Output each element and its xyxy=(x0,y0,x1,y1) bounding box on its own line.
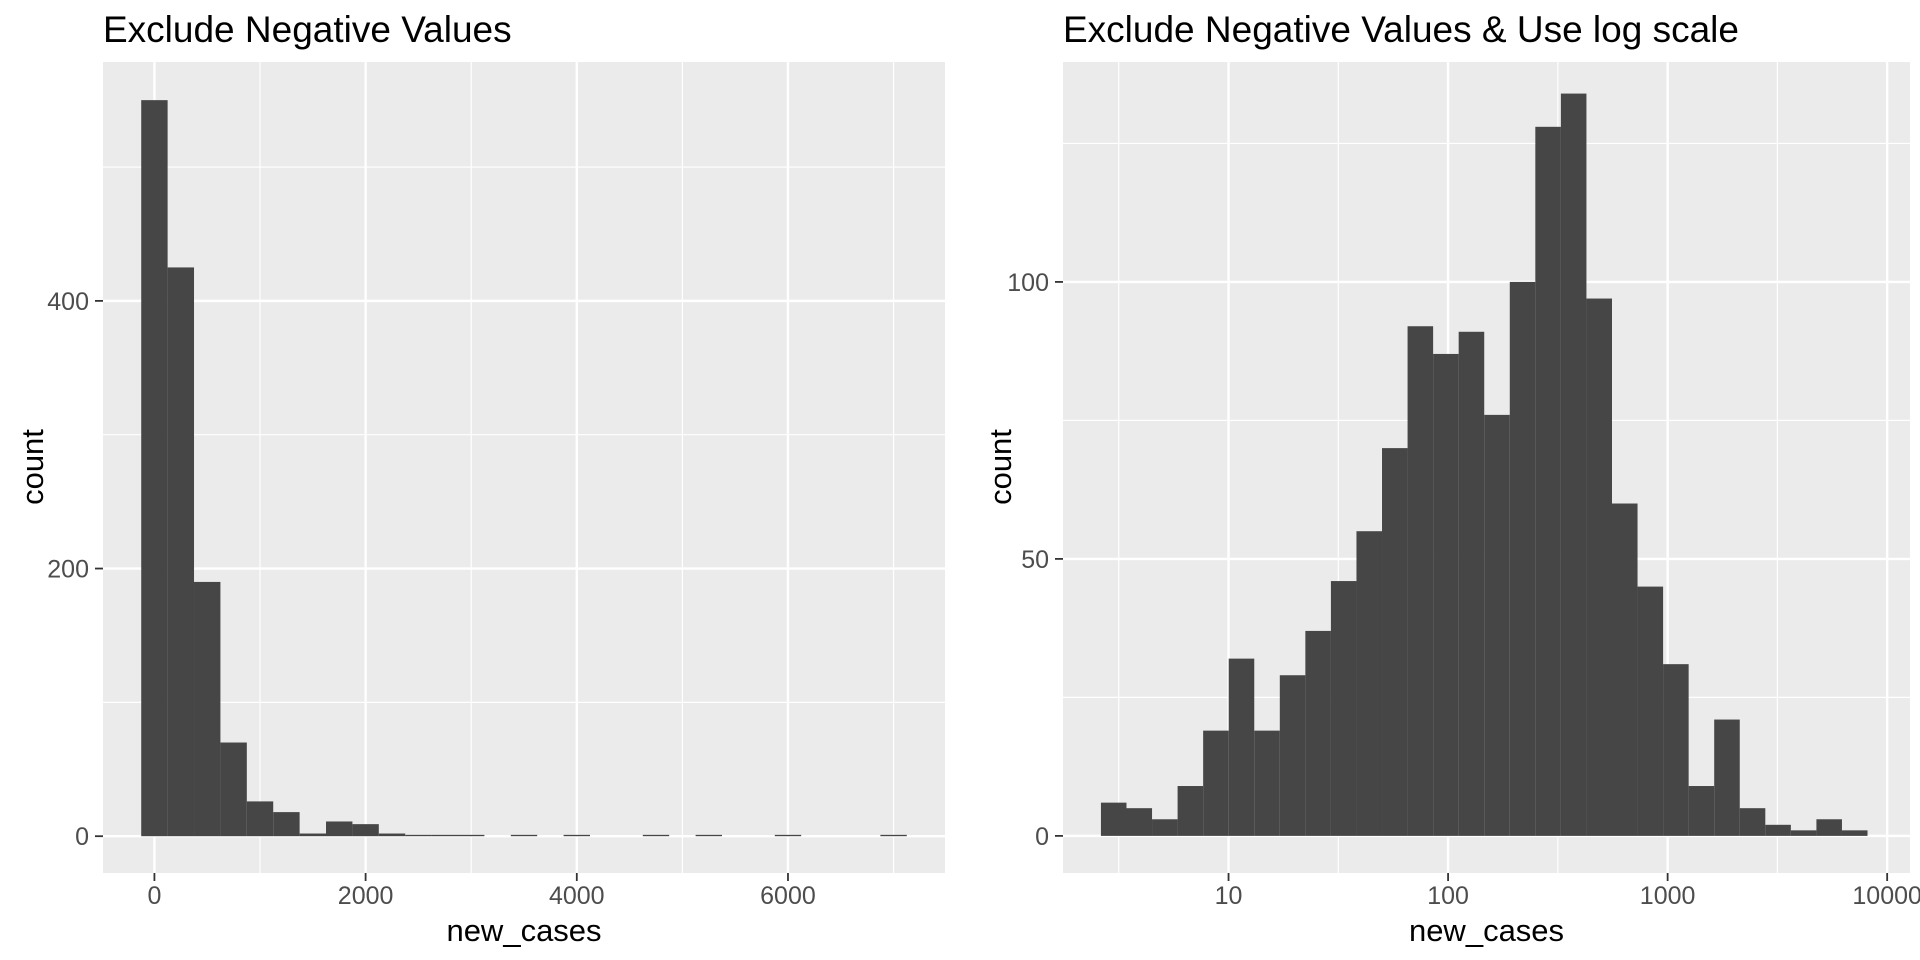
y-axis-tick-label: 50 xyxy=(1021,546,1049,574)
plot-title-right: Exclude Negative Values & Use log scale xyxy=(1063,9,1739,50)
histogram-bar xyxy=(405,834,432,837)
histogram-bar xyxy=(1228,658,1255,836)
histogram-bar xyxy=(1586,298,1612,836)
histogram-bar xyxy=(695,834,722,837)
histogram-bar xyxy=(1765,824,1791,836)
histogram-bar xyxy=(1152,819,1178,836)
histogram-bar xyxy=(431,834,459,837)
x-axis-tick-label: 100 xyxy=(1427,882,1469,910)
histogram-bar xyxy=(352,824,379,837)
histogram-bar xyxy=(1841,830,1868,836)
y-axis-tick-label: 0 xyxy=(75,823,89,851)
histogram-bar xyxy=(1535,126,1561,836)
histogram-bar xyxy=(1126,808,1153,836)
histogram-bar xyxy=(563,834,590,837)
plot-title-left: Exclude Negative Values xyxy=(103,9,512,50)
histogram-bar xyxy=(1663,664,1689,836)
histogram-bar xyxy=(1100,802,1127,836)
histogram-bar xyxy=(326,821,353,837)
histogram-bar xyxy=(1611,503,1638,836)
x-axis-tick-label: 2000 xyxy=(338,882,394,910)
y-axis-tick-label: 0 xyxy=(1035,823,1049,851)
histogram-bar xyxy=(1254,730,1280,836)
y-axis-tick-label: 200 xyxy=(47,556,89,584)
histogram-bar xyxy=(167,267,195,837)
x-axis-tick-label: 1000 xyxy=(1640,882,1696,910)
histogram-bar xyxy=(299,833,327,837)
histogram-bar xyxy=(642,834,670,837)
histogram-bar xyxy=(1177,786,1204,836)
histogram-bar xyxy=(1816,819,1842,836)
histogram-bar xyxy=(1305,630,1331,836)
histogram-bar xyxy=(1433,353,1459,836)
y-axis-title-left: count xyxy=(15,429,50,505)
histogram-bar xyxy=(378,833,406,837)
histogram-bar xyxy=(1637,586,1664,836)
histogram-bar xyxy=(774,834,802,837)
histogram-bar xyxy=(1330,581,1357,836)
histogram-bar xyxy=(1203,730,1229,836)
histogram-bar xyxy=(246,801,274,837)
x-axis-title-left: new_cases xyxy=(446,913,602,948)
histogram-bar xyxy=(1688,786,1715,836)
x-axis-tick-label: 6000 xyxy=(760,882,816,910)
y-axis-tick-label: 400 xyxy=(47,288,89,316)
histogram-bar xyxy=(1279,675,1306,836)
histogram-bar xyxy=(1484,414,1510,836)
histogram-bar xyxy=(1790,830,1817,836)
y-axis-tick-label: 100 xyxy=(1007,269,1049,297)
histogram-bar xyxy=(141,100,168,837)
histogram-bar xyxy=(194,581,221,837)
histogram-bar xyxy=(1382,448,1408,836)
x-axis-tick-label: 10 xyxy=(1215,882,1243,910)
x-axis-tick-label: 10000 xyxy=(1852,882,1920,910)
histogram-bar xyxy=(1458,331,1485,836)
panel-background xyxy=(103,62,945,873)
x-axis-tick-label: 0 xyxy=(147,882,161,910)
histogram-bar xyxy=(220,742,247,837)
histogram-bar xyxy=(510,834,538,837)
x-axis-title-right: new_cases xyxy=(1408,913,1565,948)
histogram-bar xyxy=(458,834,485,837)
histogram-bar xyxy=(1560,93,1587,836)
y-axis-title-right: count xyxy=(983,429,1018,505)
histogram-bar xyxy=(1509,281,1536,836)
histogram-bar xyxy=(1714,719,1740,836)
histogram-bar xyxy=(880,834,907,837)
x-axis-tick-label: 4000 xyxy=(549,882,605,910)
histogram-bar xyxy=(1356,531,1383,836)
histogram-bar xyxy=(1739,808,1766,836)
histogram-bar xyxy=(273,812,300,837)
histogram-bar xyxy=(1407,326,1434,836)
